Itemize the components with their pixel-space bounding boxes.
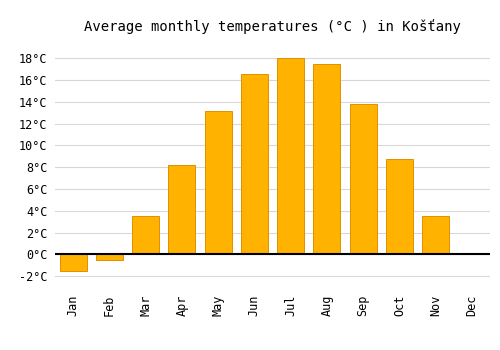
Bar [168, 165, 196, 254]
Title: Average monthly temperatures (°C ) in Košťany: Average monthly temperatures (°C ) in Ko… [84, 19, 461, 34]
Bar [277, 58, 304, 254]
Bar [132, 216, 159, 254]
Bar [241, 74, 268, 254]
Bar [60, 254, 86, 271]
Bar [350, 104, 376, 254]
Bar [204, 111, 232, 254]
Bar [386, 159, 413, 254]
Bar [96, 254, 123, 260]
Bar [314, 64, 340, 254]
Bar [422, 216, 449, 254]
